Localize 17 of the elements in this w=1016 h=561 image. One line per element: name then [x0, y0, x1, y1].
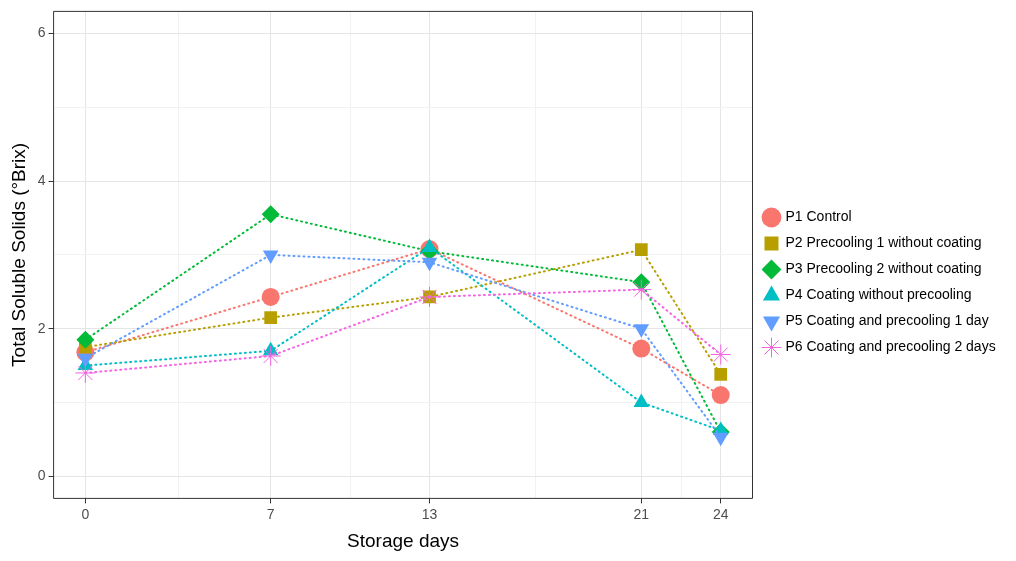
- legend-label: P1 Control: [785, 208, 852, 225]
- y-tick-label: 0: [37, 467, 46, 484]
- y-tick-label: 4: [37, 171, 46, 188]
- x-tick-label: 21: [633, 505, 650, 522]
- legend-label: P6 Coating and precooling 2 days: [785, 338, 996, 355]
- x-tick-label: 7: [266, 505, 275, 522]
- x-axis-title: Storage days: [347, 529, 460, 551]
- x-tick-label: 0: [81, 505, 90, 522]
- legend-label: P2 Precooling 1 without coating: [785, 234, 982, 251]
- y-tick-label: 6: [37, 24, 46, 41]
- x-tick-label: 13: [421, 505, 438, 522]
- legend-label: P5 Coating and precooling 1 day: [785, 312, 989, 329]
- x-tick-label: 24: [712, 505, 729, 522]
- y-axis-title: Total Soluble Solids (°Brix): [7, 142, 29, 367]
- legend-label: P4 Coating without precooling: [785, 286, 972, 303]
- y-tick-label: 2: [37, 319, 46, 336]
- legend-label: P3 Precooling 2 without coating: [785, 260, 982, 277]
